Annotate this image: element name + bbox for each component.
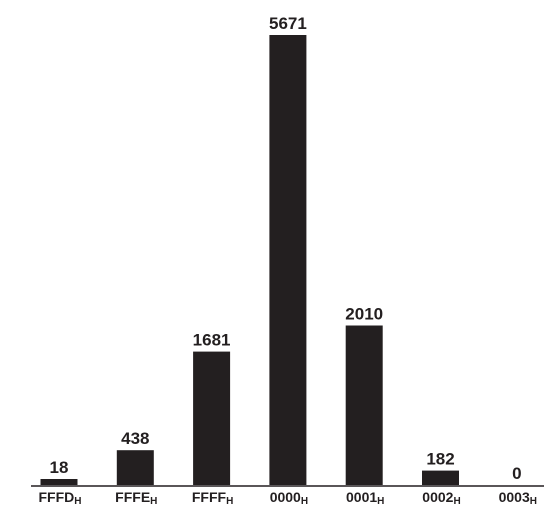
category-label-subscript: H	[377, 496, 384, 507]
value-labels-group: 18 438 1681 5671 2010 182 0	[50, 14, 522, 483]
bar-0	[40, 479, 78, 485]
category-label-text: 0001	[346, 489, 377, 505]
category-label-2: FFFFH	[192, 489, 233, 507]
category-label-6: 0003H	[499, 489, 537, 507]
category-label-subscript: H	[226, 496, 233, 507]
category-label-3: 0000H	[270, 489, 308, 507]
category-label-text: FFFE	[115, 489, 150, 505]
bar-3	[269, 35, 307, 485]
bar-5	[422, 470, 459, 485]
value-label-5: 182	[426, 450, 454, 469]
bar-2	[193, 351, 231, 485]
bar-4	[345, 325, 383, 485]
category-label-text: 0003	[499, 489, 530, 505]
value-label-2: 1681	[193, 331, 231, 350]
category-label-text: FFFD	[39, 489, 75, 505]
bars-group	[40, 35, 459, 485]
category-label-subscript: H	[74, 496, 81, 507]
category-label-0: FFFDH	[39, 489, 82, 507]
category-label-subscript: H	[301, 496, 308, 507]
category-label-subscript: H	[530, 496, 537, 507]
bar-1	[116, 450, 154, 485]
category-label-text: 0002	[422, 489, 453, 505]
value-label-4: 2010	[345, 305, 383, 324]
category-labels-group: FFFDH FFFEH FFFFH 0000H 0001H 0002H 0003H	[39, 489, 537, 507]
category-label-text: FFFF	[192, 489, 227, 505]
category-label-subscript: H	[453, 496, 460, 507]
value-label-3: 5671	[269, 14, 307, 33]
category-label-1: FFFEH	[115, 489, 157, 507]
value-label-0: 18	[50, 458, 69, 477]
category-label-text: 0000	[270, 489, 301, 505]
category-label-4: 0001H	[346, 489, 384, 507]
value-label-1: 438	[121, 429, 149, 448]
category-label-5: 0002H	[422, 489, 460, 507]
category-label-subscript: H	[150, 496, 157, 507]
value-label-6: 0	[512, 464, 521, 483]
